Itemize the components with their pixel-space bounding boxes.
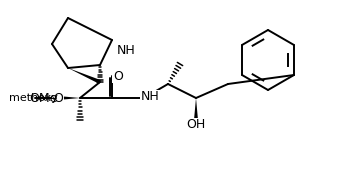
- Text: NH: NH: [141, 90, 159, 104]
- Text: O: O: [53, 92, 63, 105]
- Text: NH: NH: [116, 44, 135, 57]
- Text: methoxy: methoxy: [8, 93, 57, 103]
- Polygon shape: [58, 96, 80, 100]
- Polygon shape: [68, 68, 101, 84]
- Text: OH: OH: [186, 118, 206, 132]
- Text: O: O: [113, 69, 123, 82]
- Polygon shape: [194, 98, 198, 120]
- Text: OMe: OMe: [29, 92, 57, 105]
